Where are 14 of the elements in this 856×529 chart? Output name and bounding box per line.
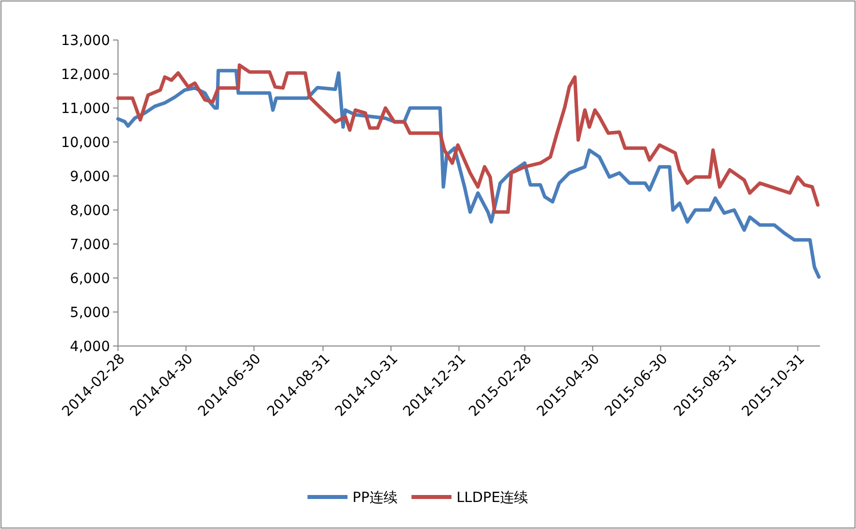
- legend-label: LLDPE连续: [456, 490, 528, 506]
- y-tick-label: 13,000: [61, 32, 110, 49]
- y-tick-label: 6,000: [70, 270, 110, 287]
- y-tick-label: 11,000: [61, 100, 110, 117]
- y-tick-label: 9,000: [70, 168, 110, 185]
- y-tick-label: 4,000: [70, 338, 110, 355]
- y-tick-label: 12,000: [61, 66, 110, 83]
- legend-label: PP连续: [352, 490, 398, 506]
- y-tick-label: 10,000: [61, 134, 110, 151]
- line-series: [116, 68, 821, 279]
- y-tick-label: 7,000: [70, 236, 110, 253]
- line-series: [116, 63, 820, 214]
- y-tick-label: 8,000: [70, 202, 110, 219]
- y-tick-label: 5,000: [70, 304, 110, 321]
